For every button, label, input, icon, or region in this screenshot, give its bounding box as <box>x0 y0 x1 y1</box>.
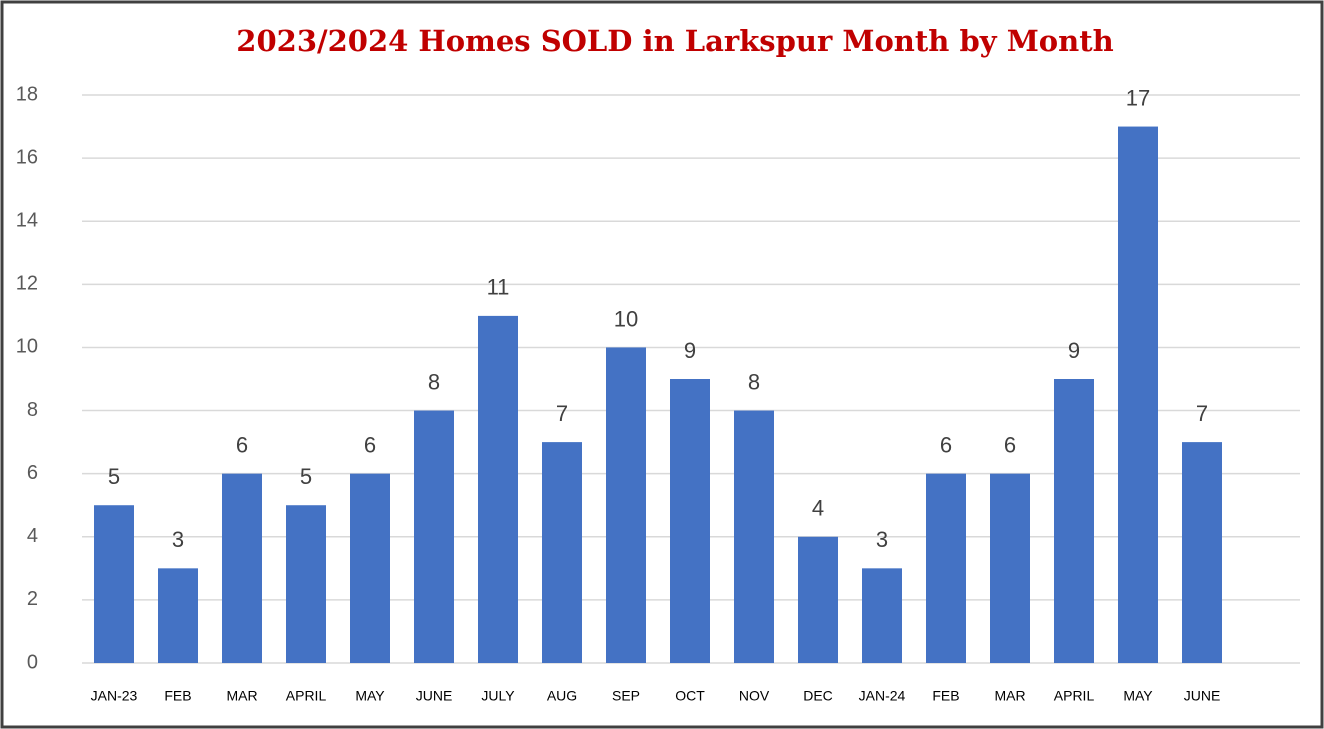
data-label: 10 <box>614 306 638 331</box>
y-tick-label: 6 <box>27 462 38 484</box>
bar <box>734 410 774 663</box>
data-label: 7 <box>556 401 568 426</box>
data-label: 9 <box>1068 338 1080 363</box>
x-tick-label: APRIL <box>286 688 327 704</box>
x-tick-label: FEB <box>164 688 191 704</box>
data-label: 4 <box>812 496 824 521</box>
x-tick-label: JUNE <box>416 688 453 704</box>
bar <box>862 568 902 663</box>
x-tick-label: SEP <box>612 688 640 704</box>
data-label: 6 <box>1004 432 1016 457</box>
x-tick-label: OCT <box>675 688 705 704</box>
x-tick-label: JAN-23 <box>91 688 138 704</box>
x-tick-label: NOV <box>739 688 770 704</box>
data-label: 9 <box>684 338 696 363</box>
x-tick-label: JULY <box>481 688 515 704</box>
chart-title: 2023/2024 Homes SOLD in Larkspur Month b… <box>236 24 1113 58</box>
data-label: 11 <box>487 275 510 300</box>
y-tick-label: 16 <box>16 146 38 168</box>
x-tick-label: JUNE <box>1184 688 1221 704</box>
data-label: 8 <box>748 369 760 394</box>
bar <box>926 473 966 663</box>
bar <box>798 536 838 663</box>
bar <box>286 505 326 663</box>
data-label: 3 <box>172 527 184 552</box>
bar <box>222 473 262 663</box>
y-tick-label: 8 <box>27 399 38 421</box>
x-tick-label: MAR <box>994 688 1025 704</box>
data-label: 17 <box>1126 85 1150 110</box>
bar <box>1054 379 1094 663</box>
data-label: 5 <box>108 464 120 489</box>
bar <box>1118 126 1158 664</box>
data-label: 6 <box>236 432 248 457</box>
bar <box>670 379 710 663</box>
y-tick-label: 2 <box>27 588 38 610</box>
data-label: 8 <box>428 369 440 394</box>
x-tick-label: MAR <box>226 688 257 704</box>
y-tick-label: 4 <box>27 525 38 547</box>
y-tick-label: 12 <box>16 273 38 295</box>
bar <box>350 473 390 663</box>
x-tick-label: AUG <box>547 688 577 704</box>
data-label: 5 <box>300 464 312 489</box>
bar <box>1182 442 1222 663</box>
y-tick-label: 0 <box>27 651 38 673</box>
x-tick-label: APRIL <box>1054 688 1095 704</box>
data-label: 7 <box>1196 401 1208 426</box>
y-tick-label: 18 <box>16 83 38 105</box>
bar <box>478 315 518 663</box>
x-tick-label: MAY <box>355 688 385 704</box>
bar <box>606 347 646 663</box>
bar <box>990 473 1030 663</box>
bar <box>94 505 134 663</box>
bar <box>414 410 454 663</box>
data-label: 6 <box>940 432 952 457</box>
x-tick-label: FEB <box>932 688 959 704</box>
data-label: 6 <box>364 432 376 457</box>
data-label: 3 <box>876 527 888 552</box>
y-tick-label: 10 <box>16 336 38 358</box>
x-tick-label: JAN-24 <box>859 688 906 704</box>
x-tick-label: DEC <box>803 688 833 704</box>
bar <box>158 568 198 663</box>
x-tick-label: MAY <box>1123 688 1153 704</box>
bar <box>542 442 582 663</box>
y-tick-label: 14 <box>16 210 38 232</box>
